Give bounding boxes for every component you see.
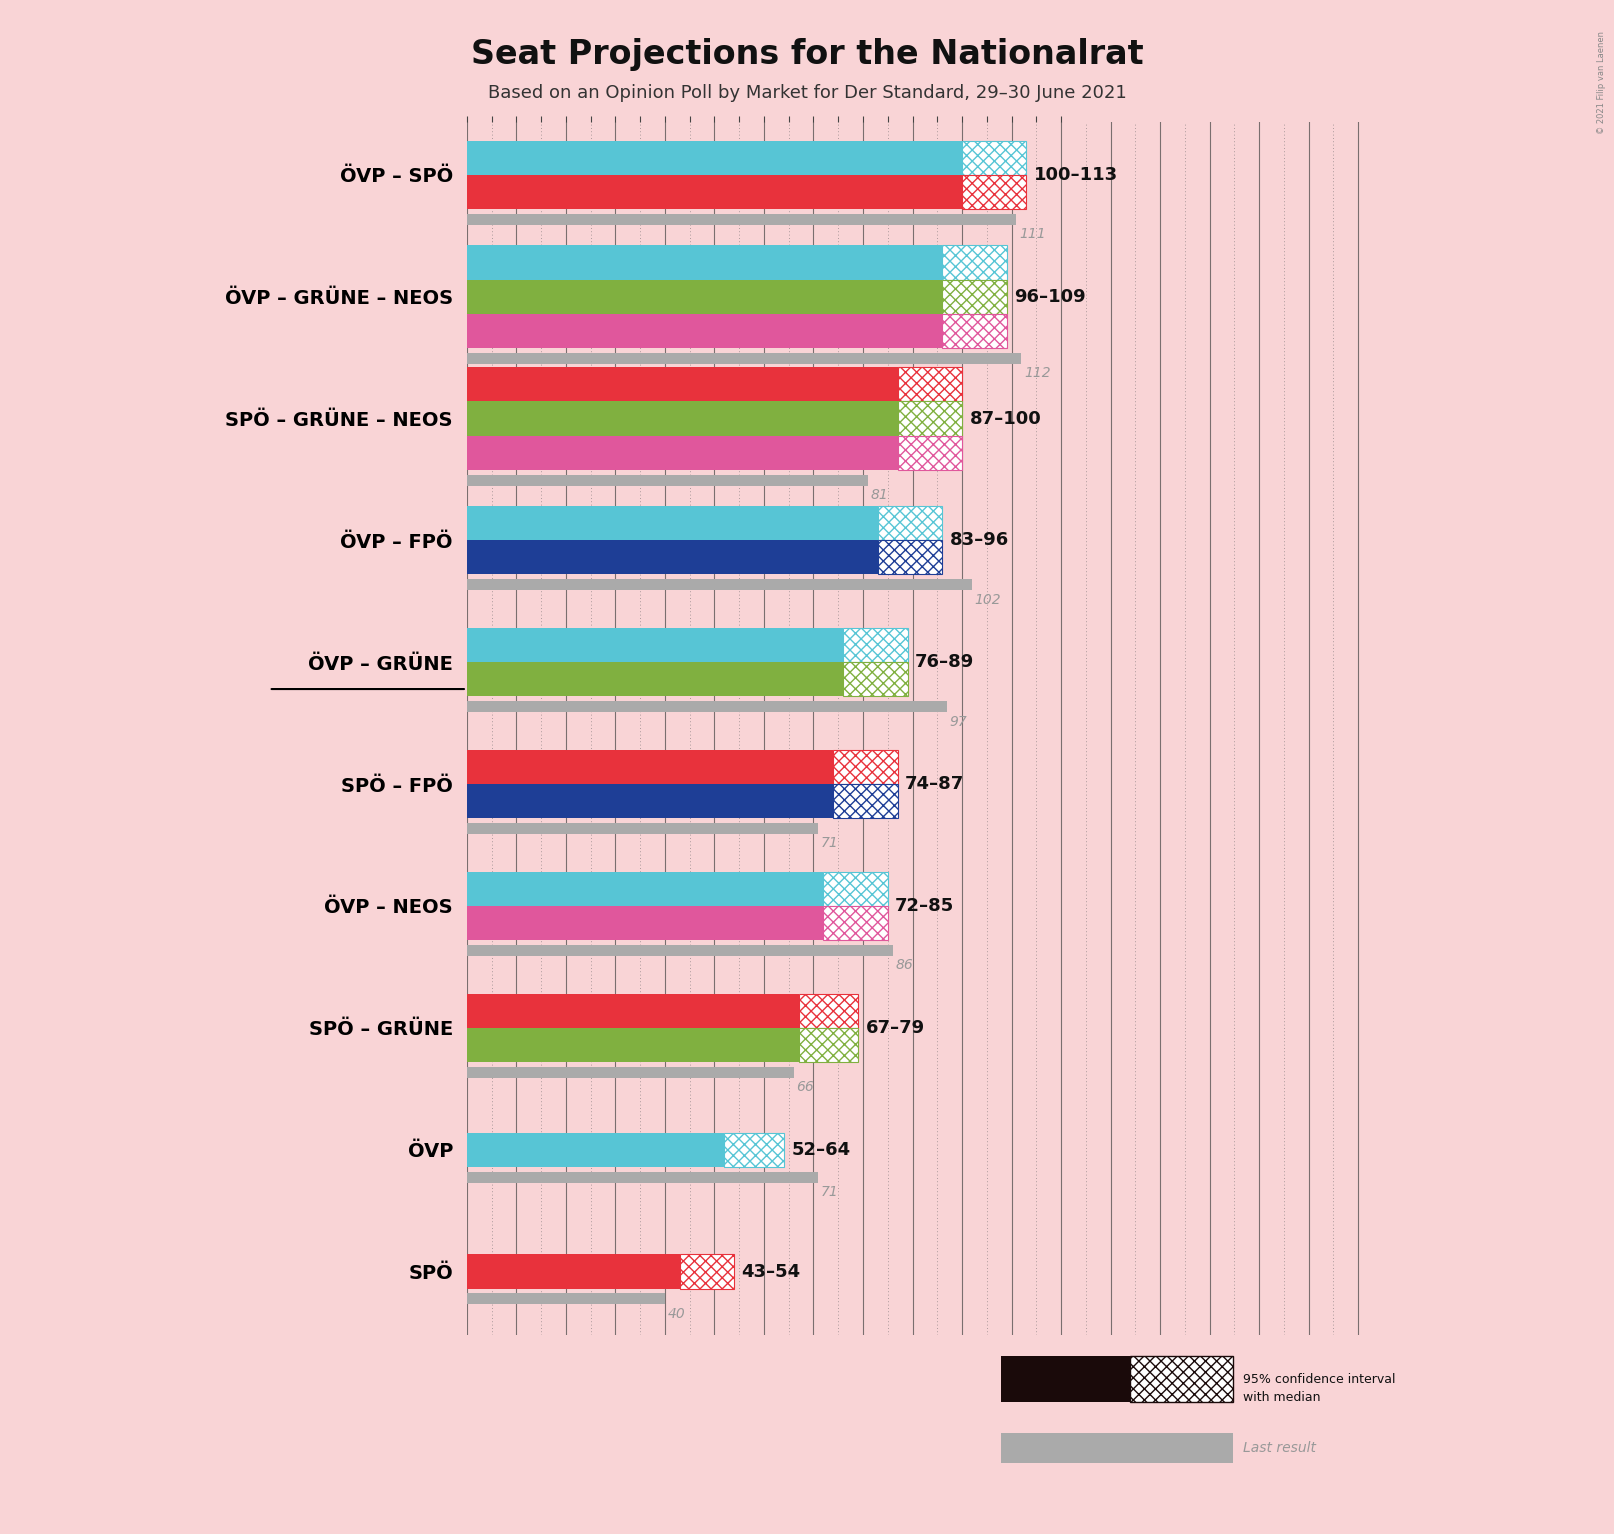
Text: 112: 112 [1023, 367, 1051, 380]
Bar [466, 871, 823, 907]
Text: 87–100: 87–100 [970, 410, 1041, 428]
Bar [466, 945, 893, 956]
Bar [466, 474, 868, 486]
Text: 40: 40 [667, 1307, 684, 1321]
Bar [962, 141, 1027, 175]
Bar [466, 994, 799, 1028]
Bar [466, 580, 972, 591]
Bar [466, 750, 833, 784]
Bar [878, 506, 943, 540]
Bar [943, 314, 1007, 348]
Bar [466, 627, 843, 663]
Bar [466, 436, 897, 469]
Text: 83–96: 83–96 [949, 531, 1009, 549]
Bar [466, 1028, 799, 1062]
Bar [878, 540, 943, 575]
Bar [466, 245, 943, 279]
Text: 71: 71 [822, 836, 839, 850]
Text: 111: 111 [1018, 227, 1046, 241]
Text: 43–54: 43–54 [742, 1262, 801, 1281]
Text: 67–79: 67–79 [865, 1019, 925, 1037]
Bar [466, 1172, 818, 1183]
Bar [1001, 1356, 1130, 1402]
Bar [799, 1028, 859, 1062]
Text: 71: 71 [822, 1186, 839, 1200]
Text: 81: 81 [870, 488, 888, 502]
Bar [466, 213, 1017, 225]
Bar [679, 1255, 734, 1289]
Bar [833, 750, 897, 784]
Bar [466, 402, 897, 436]
Text: with median: with median [1243, 1391, 1320, 1404]
Text: Seat Projections for the Nationalrat: Seat Projections for the Nationalrat [471, 38, 1143, 72]
Text: 72–85: 72–85 [896, 897, 954, 914]
Text: 76–89: 76–89 [915, 653, 975, 672]
Bar [466, 367, 897, 402]
Text: 95% confidence interval: 95% confidence interval [1243, 1373, 1396, 1385]
Bar [466, 506, 878, 540]
Bar [833, 784, 897, 818]
Bar [466, 701, 947, 712]
Bar [466, 784, 833, 818]
Bar [466, 175, 962, 209]
Text: 66: 66 [796, 1080, 813, 1094]
Text: 100–113: 100–113 [1035, 166, 1119, 184]
Text: 74–87: 74–87 [905, 775, 964, 793]
Bar [823, 907, 888, 940]
Text: 102: 102 [975, 592, 1001, 607]
Bar [897, 367, 962, 402]
Bar [1130, 1356, 1233, 1402]
Bar [466, 907, 823, 940]
Bar [466, 353, 1022, 364]
Bar [843, 627, 907, 663]
Bar [725, 1132, 784, 1167]
Text: Based on an Opinion Poll by Market for Der Standard, 29–30 June 2021: Based on an Opinion Poll by Market for D… [487, 84, 1127, 103]
Bar [466, 141, 962, 175]
Bar [823, 871, 888, 907]
Bar [466, 1132, 725, 1167]
Bar [799, 994, 859, 1028]
Bar [466, 1293, 665, 1304]
Bar [466, 1066, 794, 1078]
Bar [897, 436, 962, 469]
Bar [466, 1255, 679, 1289]
Bar [466, 540, 878, 575]
Text: Last result: Last result [1243, 1440, 1317, 1456]
Bar [466, 824, 818, 834]
Bar [897, 402, 962, 436]
Bar [466, 314, 943, 348]
Text: 52–64: 52–64 [791, 1141, 851, 1158]
Text: 96–109: 96–109 [1014, 288, 1086, 305]
Bar [1001, 1433, 1233, 1463]
Bar [466, 279, 943, 314]
Text: © 2021 Filip van Laenen: © 2021 Filip van Laenen [1596, 31, 1606, 133]
Bar [843, 663, 907, 696]
Bar [943, 245, 1007, 279]
Bar [962, 175, 1027, 209]
Bar [943, 279, 1007, 314]
Bar [466, 663, 843, 696]
Text: 86: 86 [896, 959, 914, 973]
Text: 97: 97 [949, 715, 967, 729]
